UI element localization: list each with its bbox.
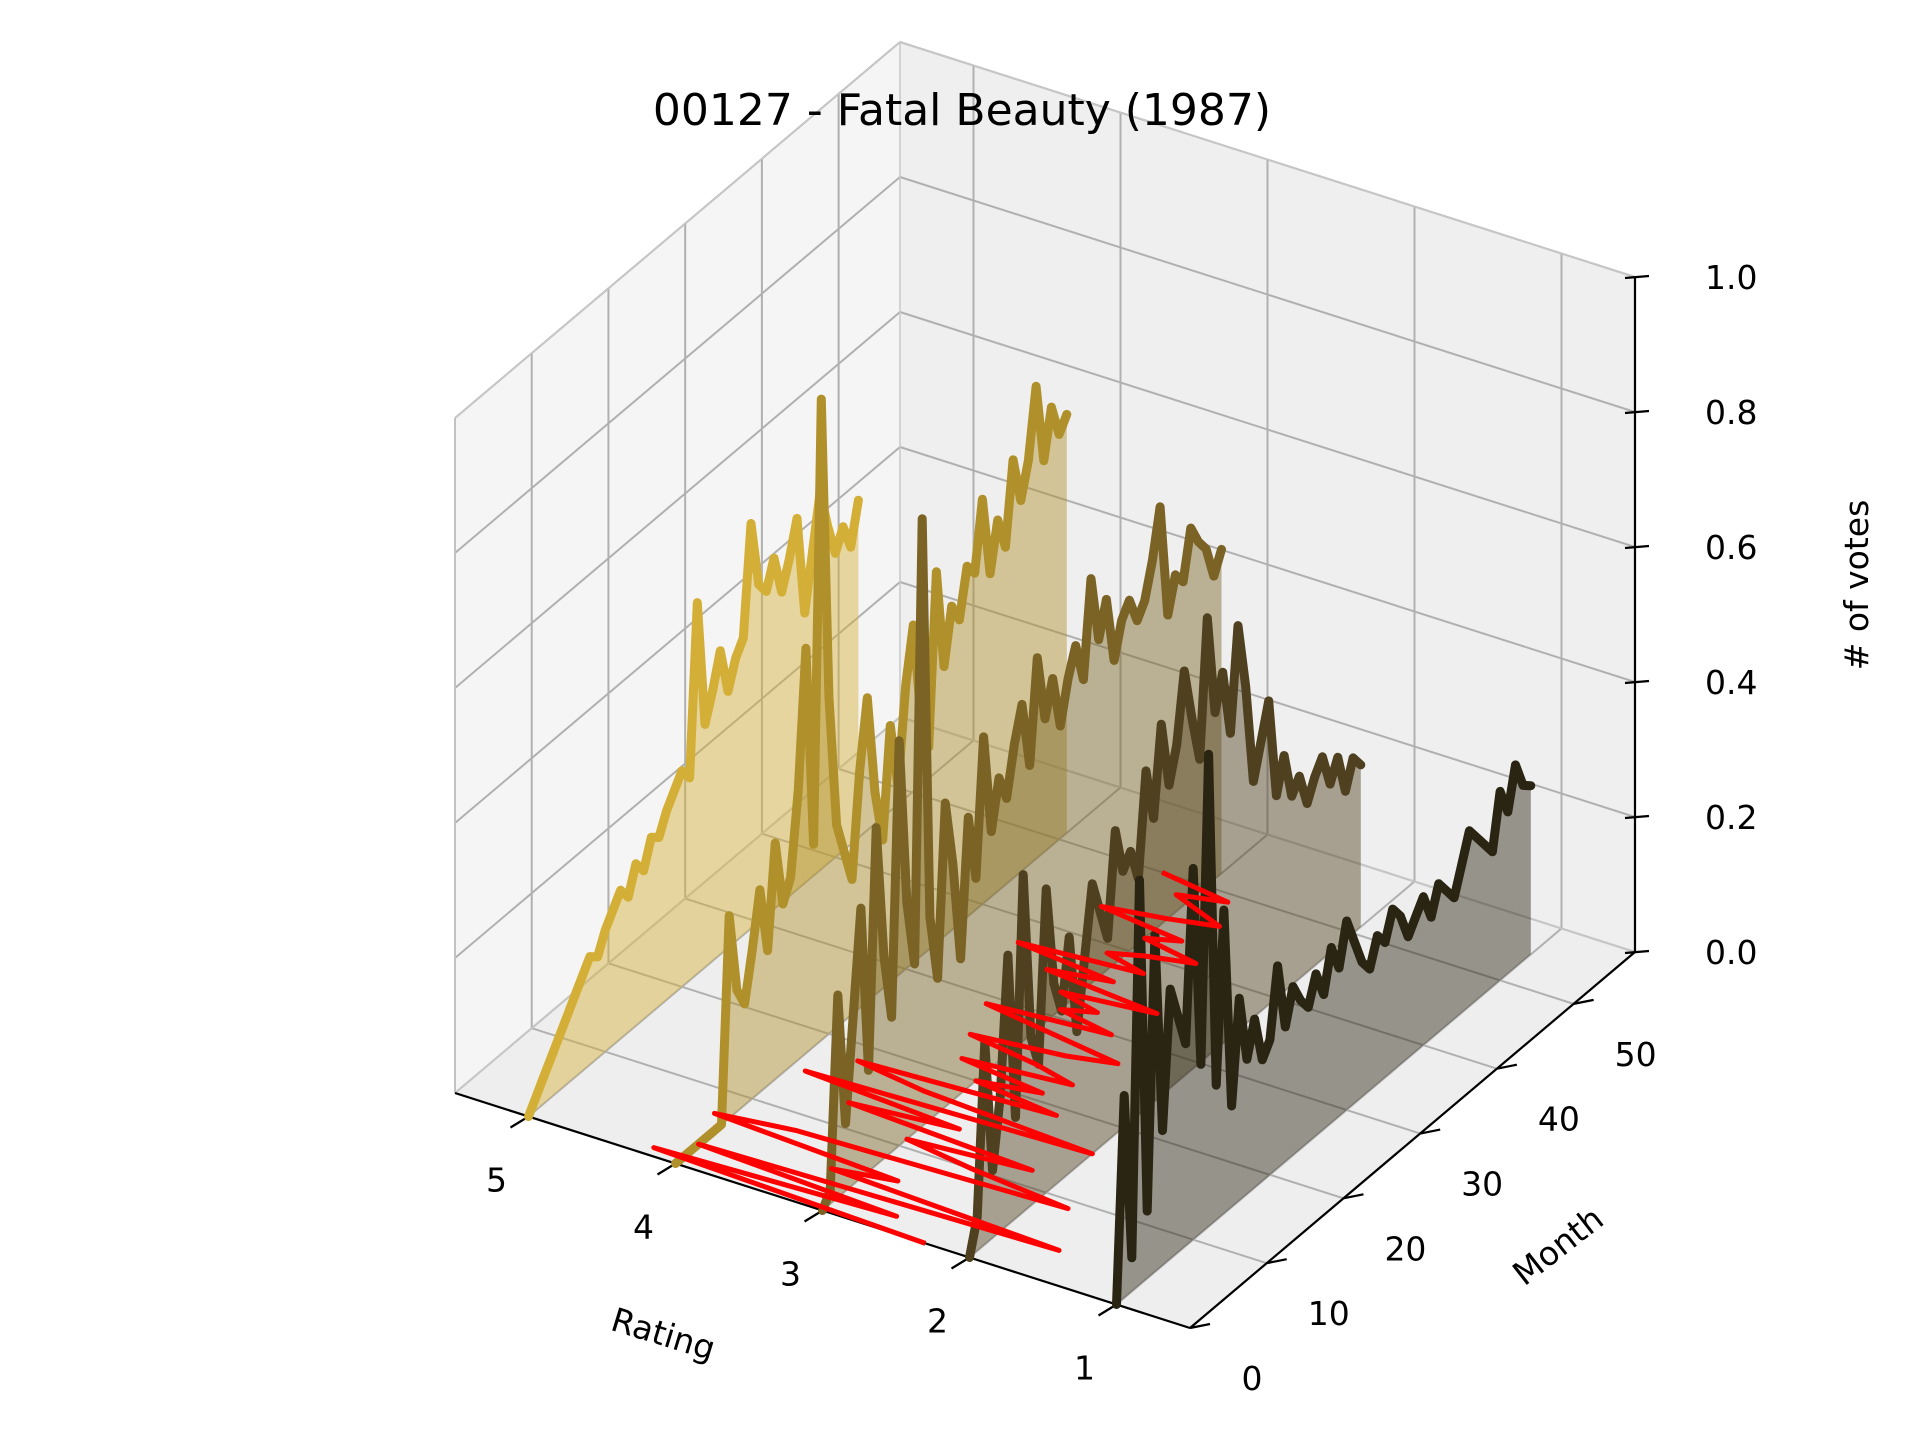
z-tick-label: 1.0 xyxy=(1705,258,1757,297)
y-tick-label: 40 xyxy=(1538,1100,1580,1139)
line-rating-5 xyxy=(524,487,863,1121)
line-rating-4 xyxy=(671,381,1072,1168)
grid-line-z-back xyxy=(899,176,1636,413)
y-tick-label: 50 xyxy=(1615,1035,1657,1074)
x-axis-label: Rating xyxy=(607,1300,720,1368)
pane-edge xyxy=(899,716,1636,953)
z-tick-label: 0.4 xyxy=(1705,663,1757,702)
grid-line-z-side xyxy=(454,311,901,689)
y-tick-label: 20 xyxy=(1384,1229,1426,1268)
z-tick-mark xyxy=(1624,814,1650,820)
x-tick-label: 2 xyxy=(927,1302,948,1341)
x-tick-label: 4 xyxy=(633,1208,654,1247)
mean-layer xyxy=(651,870,1231,1253)
grid-line-x-floor xyxy=(1115,927,1563,1306)
y-tick-mark xyxy=(1419,1128,1441,1135)
z-tick-label: 0.6 xyxy=(1705,528,1757,567)
y-axis-label: Month xyxy=(1505,1199,1611,1293)
y-tick-mark xyxy=(1343,1193,1364,1200)
grid-line-y-floor xyxy=(684,897,1421,1135)
x-tick-label: 1 xyxy=(1074,1349,1095,1388)
z-tick-mark xyxy=(1624,679,1650,685)
y-tick-label: 0 xyxy=(1242,1359,1263,1398)
z-tick-mark xyxy=(1624,949,1650,955)
y-tick-mark xyxy=(1573,998,1594,1005)
y-tick-mark xyxy=(1189,1322,1211,1330)
left-pane xyxy=(455,42,900,1093)
z-tick-label: 0.8 xyxy=(1705,393,1757,432)
z-tick-label: 0.0 xyxy=(1705,933,1757,972)
pane-edge xyxy=(454,41,901,419)
z-tick-label: 0.2 xyxy=(1705,798,1757,837)
y-tick-mark xyxy=(1266,1258,1287,1265)
grid-line-x-floor xyxy=(674,786,1122,1165)
grid-line-z-back xyxy=(899,311,1636,548)
area-rating-5 xyxy=(528,492,859,1117)
y-tick-mark xyxy=(1496,1063,1518,1070)
z-axis-label: # of votes xyxy=(1837,500,1876,671)
grid-line-y-floor xyxy=(761,832,1498,1070)
grid-line-y-floor xyxy=(531,1027,1268,1265)
grid-line-z-side xyxy=(454,176,901,554)
z-tick-mark xyxy=(1624,544,1650,550)
x-tick-label: 5 xyxy=(486,1161,507,1200)
chart-title: 00127 - Fatal Beauty (1987) xyxy=(653,85,1271,136)
z-tick-mark xyxy=(1624,409,1650,415)
z-tick-mark xyxy=(1624,274,1650,280)
mean-rating-line xyxy=(651,870,1231,1253)
x-tick-label: 3 xyxy=(780,1255,801,1294)
line-rating-3 xyxy=(818,502,1226,1215)
pane-edge xyxy=(454,716,901,1094)
y-axis-line xyxy=(1189,951,1636,1329)
y-tick-label: 10 xyxy=(1308,1294,1350,1333)
pane-edge xyxy=(899,41,1636,278)
line-rating-1 xyxy=(1112,749,1536,1309)
y-tick-label: 30 xyxy=(1461,1165,1503,1204)
series-layer xyxy=(524,381,1536,1309)
area-rating-1 xyxy=(1116,754,1531,1305)
